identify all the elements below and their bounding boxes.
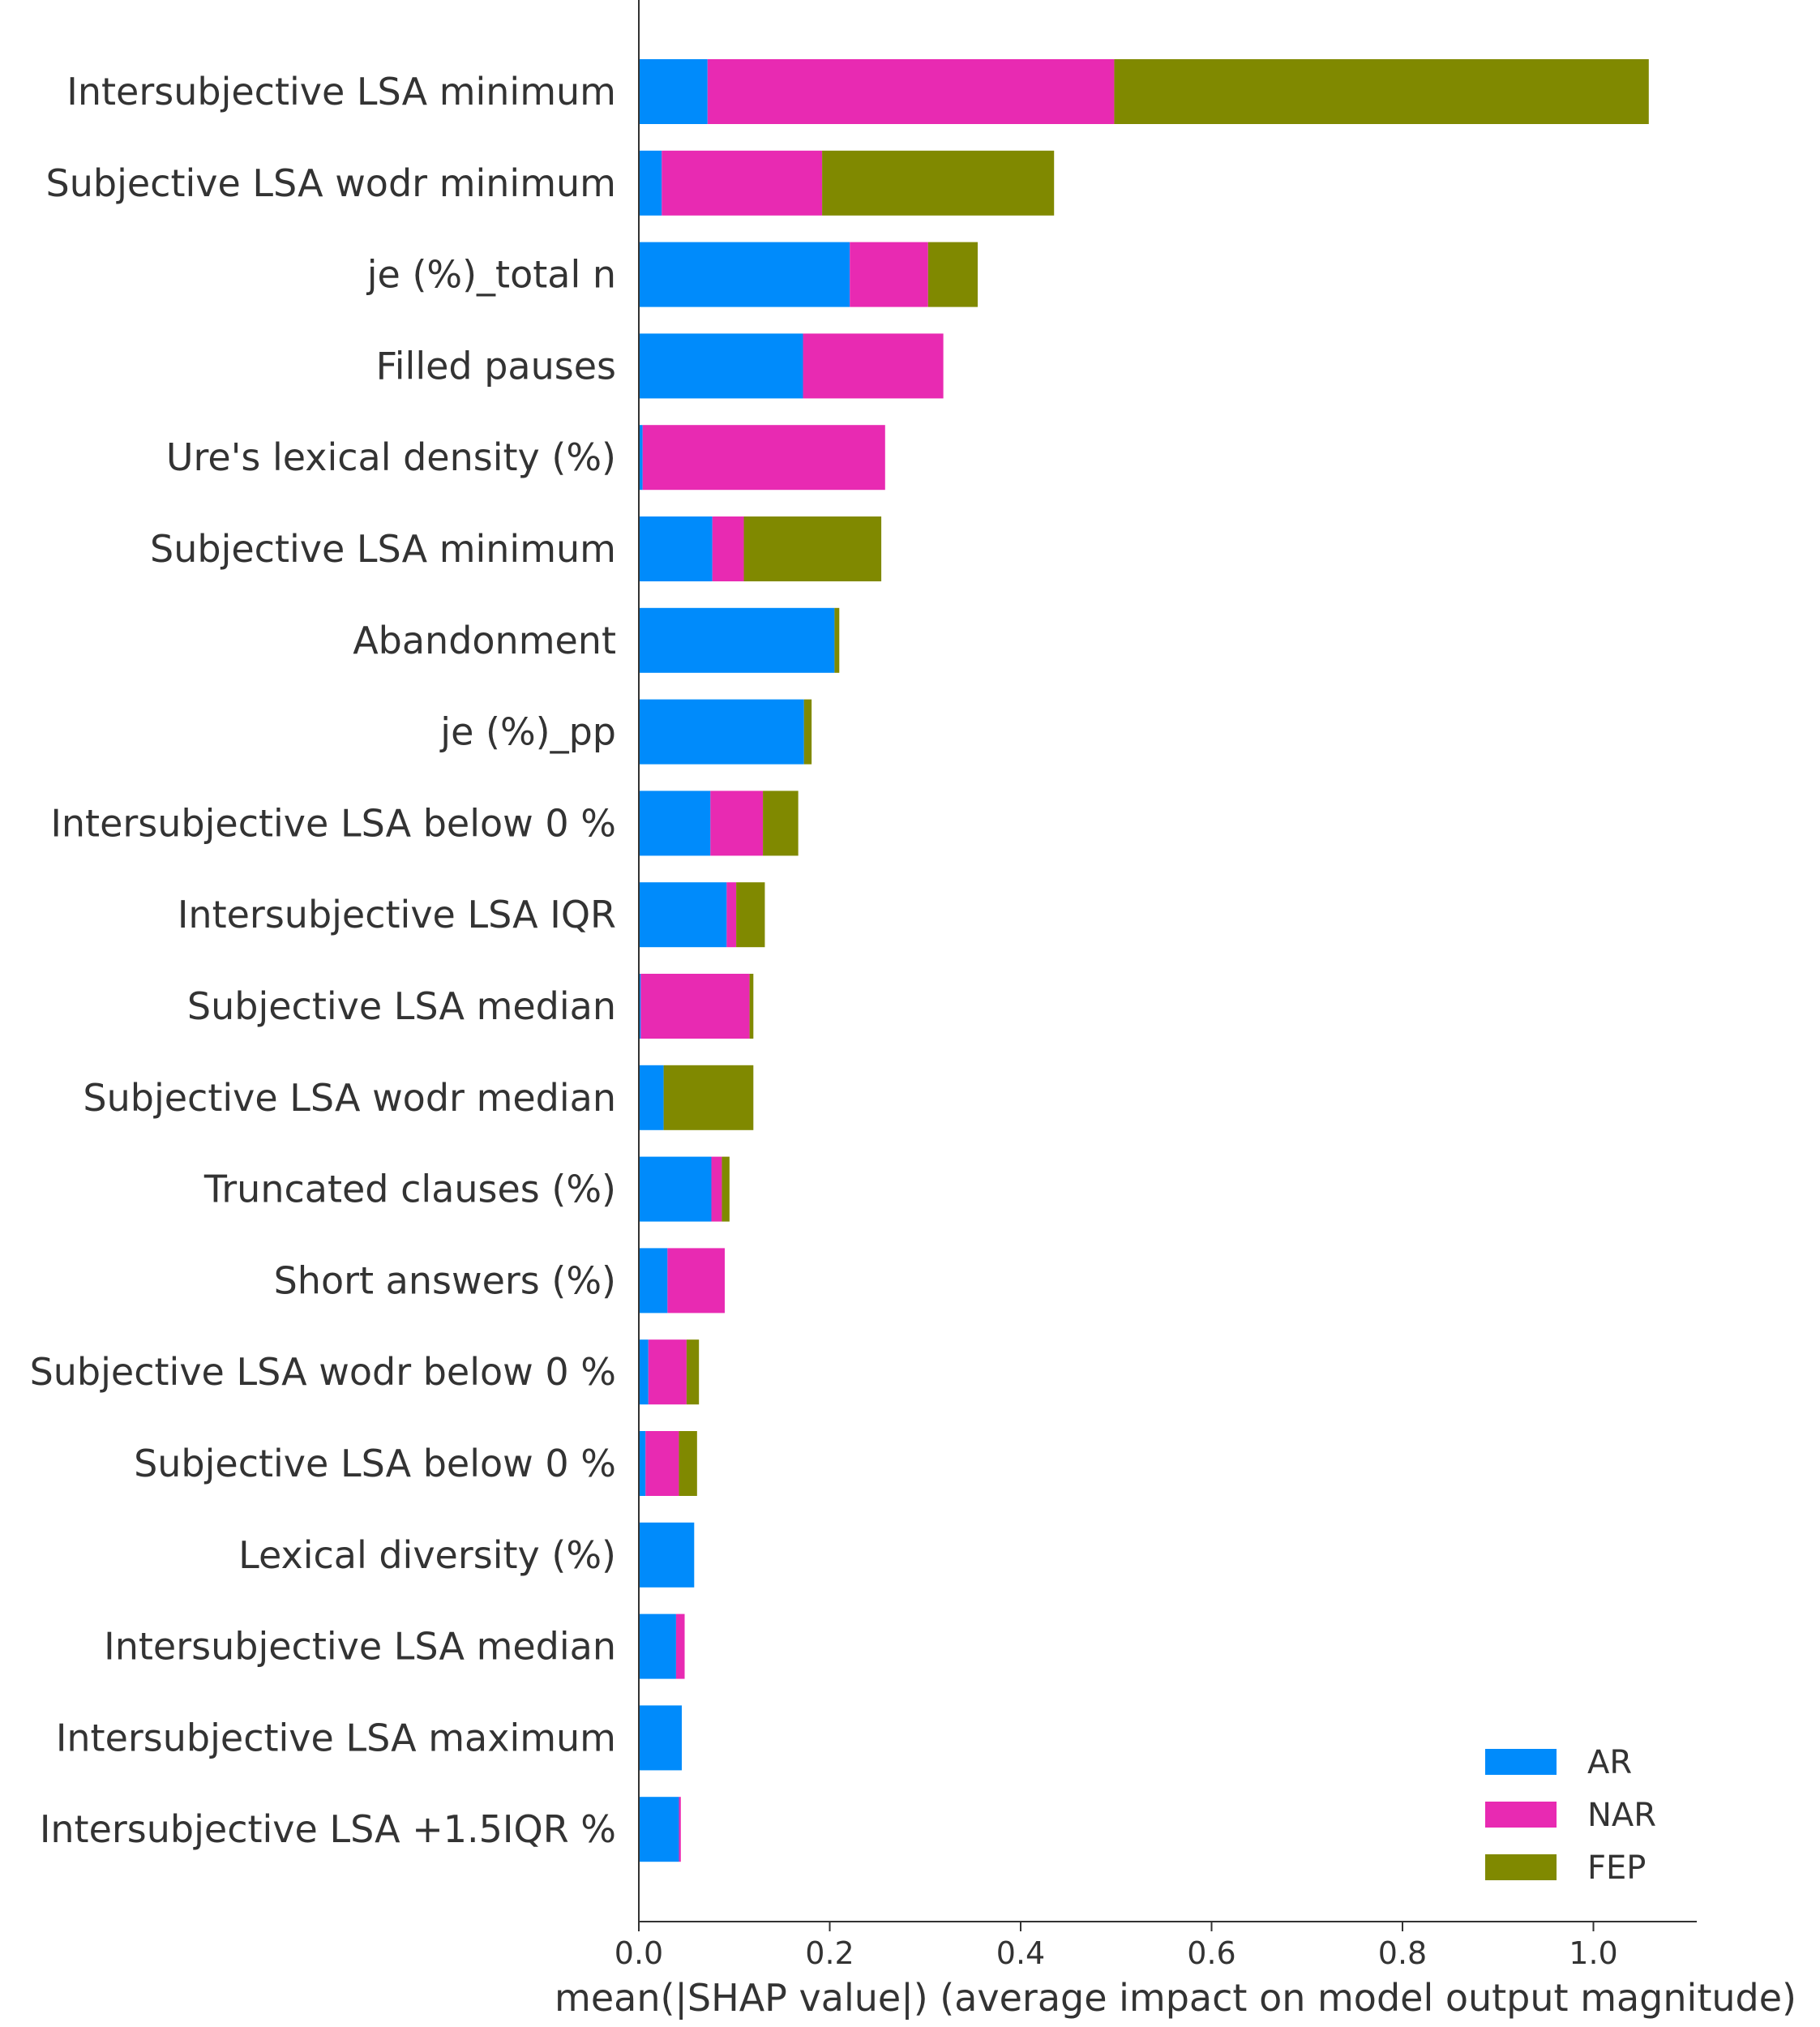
y-label-ure-s-lexical-density: Ure's lexical density (%) (166, 435, 616, 479)
bar-nar-subjective-lsa-wodr-minimum (662, 150, 823, 216)
y-label-subjective-lsa-wodr-median: Subjective LSA wodr median (83, 1076, 616, 1120)
bar-nar-intersubjective-lsa-median (675, 1613, 685, 1679)
y-label-truncated-clauses: Truncated clauses (%) (203, 1168, 616, 1211)
bar-fep-subjective-lsa-median (749, 974, 754, 1039)
bar-fep-subjective-lsa-wodr-median (663, 1065, 754, 1130)
bar-fep-je-total-n (927, 242, 979, 307)
bar-nar-intersubjective-lsa-1-5iqr (679, 1797, 681, 1862)
bar-ar-lexical-diversity (639, 1522, 695, 1588)
bar-ar-subjective-lsa-below-0 (639, 1431, 646, 1496)
x-axis-label: mean(|SHAP value|) (average impact on mo… (555, 1976, 1796, 2021)
legend-swatch-nar (1485, 1802, 1557, 1828)
bars-layer (639, 59, 1649, 1862)
bar-nar-subjective-lsa-wodr-below-0 (648, 1339, 687, 1405)
bar-nar-ure-s-lexical-density (642, 425, 885, 491)
legend-label-nar: NAR (1587, 1797, 1656, 1834)
bar-fep-intersubjective-lsa-iqr (736, 882, 765, 948)
bar-ar-abandonment (639, 607, 835, 673)
y-label-intersubjective-lsa-minimum: Intersubjective LSA minimum (66, 70, 616, 114)
bar-nar-subjective-lsa-minimum (712, 516, 744, 581)
bar-ar-truncated-clauses (639, 1156, 712, 1222)
bar-nar-intersubjective-lsa-minimum (707, 59, 1115, 124)
y-label-intersubjective-lsa-maximum: Intersubjective LSA maximum (56, 1716, 616, 1759)
bar-fep-subjective-lsa-wodr-below-0 (686, 1339, 700, 1405)
y-tick-labels: Intersubjective LSA minimum Subjective LS… (30, 70, 616, 1851)
bar-fep-subjective-lsa-below-0 (679, 1431, 697, 1496)
bar-fep-truncated-clauses (722, 1156, 730, 1222)
x-ticks: 0.0 0.2 0.4 0.6 0.8 1.0 (615, 1922, 1618, 1971)
legend-label-ar: AR (1587, 1744, 1632, 1781)
y-label-short-answers: Short answers (%) (274, 1258, 616, 1302)
bar-ar-ure-s-lexical-density (639, 425, 643, 491)
y-label-subjective-lsa-wodr-minimum: Subjective LSA wodr minimum (46, 161, 616, 205)
y-label-intersubjective-lsa-median: Intersubjective LSA median (104, 1625, 616, 1669)
bar-ar-subjective-lsa-minimum (639, 516, 713, 581)
y-label-abandonment: Abandonment (353, 619, 616, 662)
legend-label-fep: FEP (1587, 1849, 1646, 1887)
bar-ar-intersubjective-lsa-maximum (639, 1705, 682, 1771)
bar-nar-subjective-lsa-below-0 (645, 1431, 679, 1496)
bar-ar-filled-pauses (639, 333, 803, 399)
bar-nar-je-total-n (850, 242, 928, 307)
bar-ar-intersubjective-lsa-minimum (639, 59, 708, 124)
y-label-lexical-diversity: Lexical diversity (%) (238, 1533, 616, 1577)
bar-fep-je-pp (803, 699, 812, 765)
bar-nar-truncated-clauses (711, 1156, 722, 1222)
bar-ar-subjective-lsa-wodr-below-0 (639, 1339, 649, 1405)
y-label-je-pp: je (%)_pp (439, 710, 616, 754)
bar-ar-short-answers (639, 1248, 668, 1313)
x-tick-label: 0.8 (1378, 1935, 1427, 1971)
bar-fep-subjective-lsa-minimum (743, 516, 882, 581)
bar-ar-je-pp (639, 699, 804, 765)
y-label-subjective-lsa-wodr-below-0: Subjective LSA wodr below 0 % (30, 1350, 616, 1394)
bar-fep-intersubjective-lsa-minimum (1114, 59, 1649, 124)
y-label-subjective-lsa-minimum: Subjective LSA minimum (150, 527, 616, 571)
bar-ar-intersubjective-lsa-iqr (639, 882, 727, 948)
y-label-intersubjective-lsa-iqr: Intersubjective LSA IQR (178, 893, 616, 936)
bar-fep-abandonment (834, 607, 840, 673)
bar-fep-intersubjective-lsa-below-0 (763, 791, 799, 856)
bar-ar-intersubjective-lsa-1-5iqr (639, 1797, 679, 1862)
x-tick-label: 0.0 (615, 1935, 663, 1971)
x-tick-label: 0.2 (805, 1935, 854, 1971)
legend-swatch-fep (1485, 1854, 1557, 1880)
bar-nar-short-answers (667, 1248, 725, 1313)
bar-fep-subjective-lsa-wodr-minimum (822, 150, 1055, 216)
bar-nar-intersubjective-lsa-iqr (726, 882, 737, 948)
y-label-subjective-lsa-median: Subjective LSA median (187, 984, 616, 1028)
bar-ar-subjective-lsa-wodr-minimum (639, 150, 662, 216)
legend: AR NAR FEP (1485, 1744, 1656, 1887)
bar-ar-intersubjective-lsa-below-0 (639, 791, 711, 856)
bar-nar-filled-pauses (803, 333, 944, 399)
bar-ar-intersubjective-lsa-median (639, 1613, 676, 1679)
bar-nar-intersubjective-lsa-below-0 (710, 791, 764, 856)
x-tick-label: 0.4 (996, 1935, 1045, 1971)
y-label-je-total-n: je (%)_total n (366, 253, 616, 297)
y-label-filled-pauses: Filled pauses (376, 344, 616, 388)
y-label-intersubjective-lsa-1-5iqr: Intersubjective LSA +1.5IQR % (40, 1807, 616, 1851)
legend-swatch-ar (1485, 1749, 1557, 1775)
bar-ar-je-total-n (639, 242, 850, 307)
bar-ar-subjective-lsa-wodr-median (639, 1065, 664, 1130)
bar-ar-subjective-lsa-median (639, 974, 641, 1039)
x-tick-label: 1.0 (1569, 1935, 1617, 1971)
y-label-subjective-lsa-below-0: Subjective LSA below 0 % (134, 1442, 616, 1485)
y-label-intersubjective-lsa-below-0: Intersubjective LSA below 0 % (50, 801, 616, 845)
x-tick-label: 0.6 (1187, 1935, 1235, 1971)
bar-nar-subjective-lsa-median (640, 974, 750, 1039)
